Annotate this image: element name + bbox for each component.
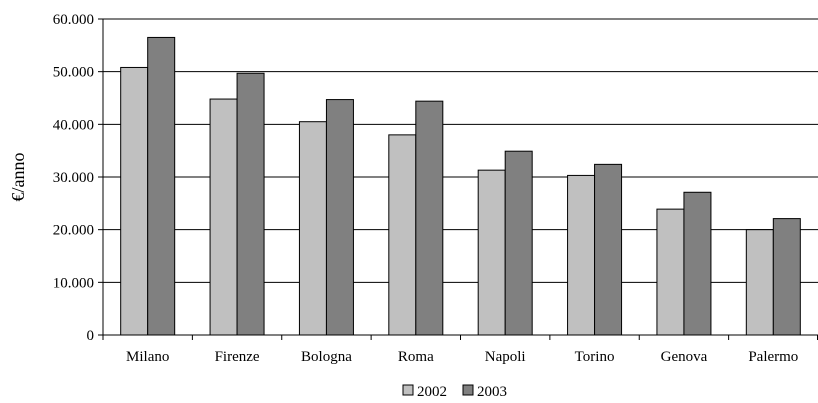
x-tick-label: Milano [126, 349, 169, 365]
x-tick-label: Palermo [748, 349, 798, 365]
bar-2003-roma [415, 100, 444, 336]
bar-2003-palermo [772, 218, 801, 336]
y-tick-label: 40.000 [53, 117, 94, 133]
bar-2002-roma [388, 134, 417, 336]
bar-2003-genova [683, 191, 712, 336]
y-tick-label: 0 [87, 328, 95, 344]
bar-2003-milano [147, 36, 176, 336]
bars [120, 36, 801, 336]
y-tick-label: 50.000 [53, 65, 94, 81]
bar-2002-torino [567, 174, 596, 336]
bar-2003-napoli [504, 150, 533, 336]
y-tick-label: 30.000 [53, 170, 94, 186]
bar-2002-milano [120, 66, 149, 336]
bar-2003-firenze [236, 72, 265, 336]
x-tick-label: Bologna [301, 349, 352, 365]
x-tick-labels: Milano Firenze Bologna Roma Napoli Torino Geno… [126, 349, 798, 365]
x-tick-label: Roma [398, 349, 434, 365]
x-tick-label: Firenze [215, 349, 260, 365]
axes [98, 18, 818, 340]
bar-2002-napoli [477, 169, 506, 336]
bar-2003-bologna [325, 99, 354, 336]
bar-2003-torino [594, 163, 623, 336]
x-tick-label: Napoli [485, 349, 526, 365]
legend-swatch-2003 [462, 384, 474, 396]
bar-2002-palermo [745, 229, 774, 336]
legend-label-2002: 2002 [417, 384, 447, 400]
bar-2002-firenze [209, 98, 238, 336]
y-axis-label: €/anno [8, 153, 28, 202]
y-tick-labels: 0 10.000 20.000 30.000 40.000 50.000 60.000 [53, 12, 94, 344]
legend: 2002 2003 [402, 384, 507, 400]
y-tick-label: 60.000 [53, 12, 94, 28]
legend-label-2003: 2003 [477, 384, 507, 400]
x-tick-label: Torino [575, 349, 615, 365]
y-tick-label: 20.000 [53, 223, 94, 239]
legend-swatch-2002 [402, 384, 414, 396]
bar-2002-bologna [298, 121, 327, 336]
y-tick-label: 10.000 [53, 275, 94, 291]
bar-2002-genova [656, 208, 685, 336]
x-tick-label: Genova [661, 349, 708, 365]
